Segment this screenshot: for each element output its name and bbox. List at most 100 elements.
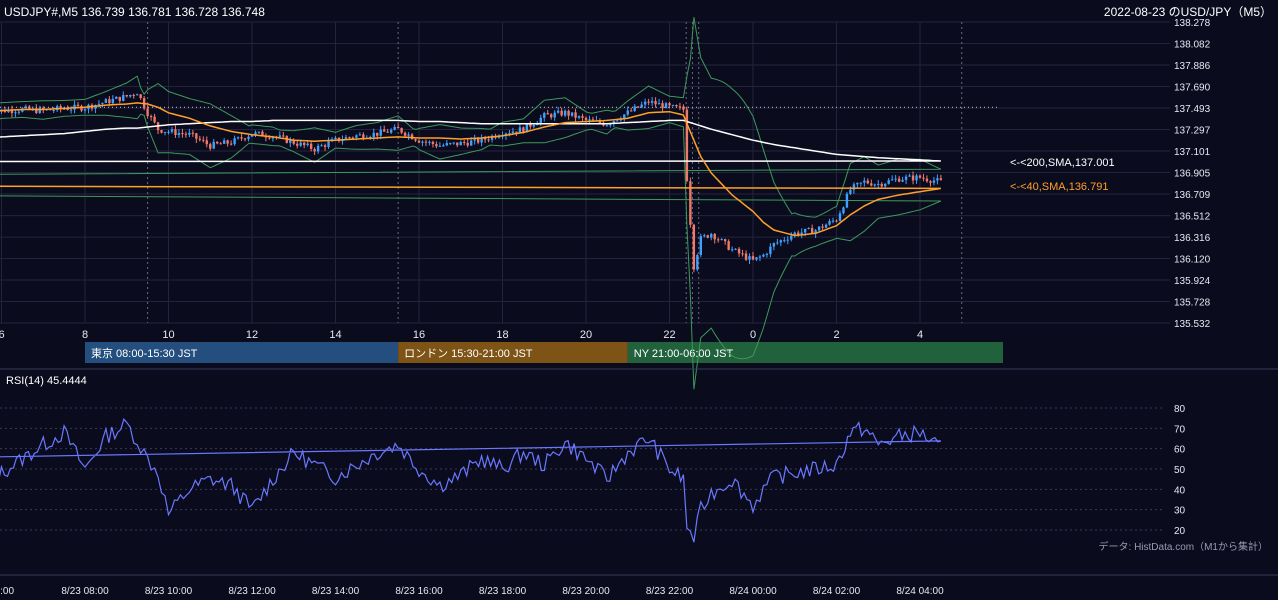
candle-body bbox=[856, 182, 859, 185]
time-tick-label: 8/23 08:00 bbox=[61, 586, 109, 597]
candle-body bbox=[884, 183, 887, 187]
candle-body bbox=[720, 239, 723, 241]
candle-body bbox=[765, 253, 769, 255]
candle-body bbox=[550, 114, 553, 118]
candle-body bbox=[435, 144, 438, 147]
price-tick-label: 135.532 bbox=[1174, 319, 1211, 330]
candle-body bbox=[685, 109, 689, 182]
time-tick-label: 12 bbox=[246, 329, 258, 341]
rsi-tick-label: 60 bbox=[1174, 445, 1186, 456]
time-tick-label: 8/24 00:00 bbox=[729, 586, 777, 597]
candle-body bbox=[790, 235, 793, 240]
candle-body bbox=[104, 99, 108, 103]
candle-body bbox=[181, 133, 184, 135]
candle-body bbox=[591, 119, 595, 121]
time-tick-label: 2 bbox=[833, 329, 839, 341]
candle-body bbox=[908, 175, 911, 177]
session-bar bbox=[85, 342, 399, 363]
sma40-line bbox=[0, 102, 942, 237]
session-bars: 東京 08:00-15:30 JST ロンドン 15:30-21:00 JST NY… bbox=[85, 342, 1003, 363]
candle-body bbox=[692, 224, 696, 270]
candle-body bbox=[355, 135, 358, 138]
candle-body bbox=[842, 207, 845, 214]
candle-body bbox=[153, 116, 156, 123]
candle-body bbox=[810, 228, 814, 234]
candle-body bbox=[915, 175, 918, 181]
candle-body bbox=[904, 176, 908, 180]
price-tick-label: 136.905 bbox=[1174, 169, 1211, 180]
candle-body bbox=[233, 138, 236, 145]
candle-body bbox=[675, 105, 678, 107]
candle-body bbox=[877, 183, 880, 185]
candle-body bbox=[122, 95, 125, 101]
candle-body bbox=[831, 220, 835, 222]
candle-body bbox=[452, 142, 455, 144]
candle-body bbox=[386, 131, 389, 133]
candle-body bbox=[212, 141, 215, 149]
candle-body bbox=[560, 110, 563, 116]
candle-body bbox=[438, 145, 442, 147]
candle-body bbox=[696, 255, 699, 270]
candle-body bbox=[250, 134, 254, 137]
candle-body bbox=[821, 226, 824, 228]
candle-body bbox=[463, 141, 466, 143]
candle-body bbox=[309, 143, 313, 149]
candle-body bbox=[803, 228, 807, 233]
source-note: データ: HistData.com（M1から集計） bbox=[1099, 540, 1268, 553]
candle-body bbox=[306, 143, 309, 146]
session-label: 東京 08:00-15:30 JST bbox=[91, 346, 198, 360]
candle-body bbox=[125, 95, 128, 97]
candle-body bbox=[755, 257, 758, 260]
candle-body bbox=[897, 178, 901, 182]
time-tick-label: 8/23 14:00 bbox=[312, 586, 360, 597]
candle-body bbox=[407, 134, 410, 136]
candle-body bbox=[261, 131, 264, 137]
candle-body bbox=[383, 129, 386, 132]
candle-body bbox=[334, 137, 337, 140]
candle-body bbox=[727, 241, 730, 250]
price-tick-label: 138.278 bbox=[1174, 18, 1211, 29]
candle-body bbox=[83, 109, 87, 111]
candle-body bbox=[800, 232, 803, 235]
time-tick-label: 8/23 22:00 bbox=[646, 586, 694, 597]
candle-body bbox=[574, 112, 577, 118]
candle-body bbox=[299, 142, 302, 146]
candle-body bbox=[400, 128, 403, 133]
candle-body bbox=[682, 106, 685, 110]
candle-body bbox=[313, 148, 316, 152]
candle-body bbox=[149, 115, 153, 117]
candle-body bbox=[511, 131, 515, 134]
candle-body bbox=[880, 183, 883, 187]
candle-body bbox=[758, 256, 762, 258]
moving-averages bbox=[0, 102, 942, 237]
candle-body bbox=[717, 239, 720, 241]
candle-body bbox=[403, 132, 407, 136]
candle-body bbox=[490, 135, 494, 140]
candle-body bbox=[852, 184, 856, 190]
bollinger-lower bbox=[0, 113, 942, 390]
candle-body bbox=[616, 120, 619, 122]
candle-body bbox=[751, 256, 755, 260]
candle-body bbox=[661, 103, 664, 109]
time-tick-label: 8/24 04:00 bbox=[896, 586, 944, 597]
candle-body bbox=[522, 127, 525, 133]
candle-body bbox=[929, 181, 932, 183]
candle-body bbox=[449, 143, 452, 145]
price-tick-label: 138.082 bbox=[1174, 39, 1211, 50]
candle-body bbox=[376, 132, 379, 136]
time-axis-bottom: 06:00 8/23 08:00 8/23 10:00 8/23 12:00 8/23 … bbox=[0, 586, 944, 597]
candle-body bbox=[327, 141, 330, 147]
candle-body bbox=[807, 228, 810, 230]
candle-body bbox=[456, 142, 459, 146]
candle-body bbox=[863, 180, 866, 183]
time-tick-label: 8/23 18:00 bbox=[479, 586, 527, 597]
price-axis: 138.278 138.082 137.886 137.690 137.493 137.2… bbox=[1174, 18, 1211, 330]
candle-body bbox=[748, 256, 751, 260]
price-tick-label: 136.316 bbox=[1174, 233, 1211, 244]
candle-body bbox=[783, 240, 786, 242]
candle-body bbox=[254, 132, 257, 135]
candle-body bbox=[567, 110, 570, 116]
price-tick-label: 135.924 bbox=[1174, 276, 1211, 287]
candle-body bbox=[417, 140, 421, 143]
